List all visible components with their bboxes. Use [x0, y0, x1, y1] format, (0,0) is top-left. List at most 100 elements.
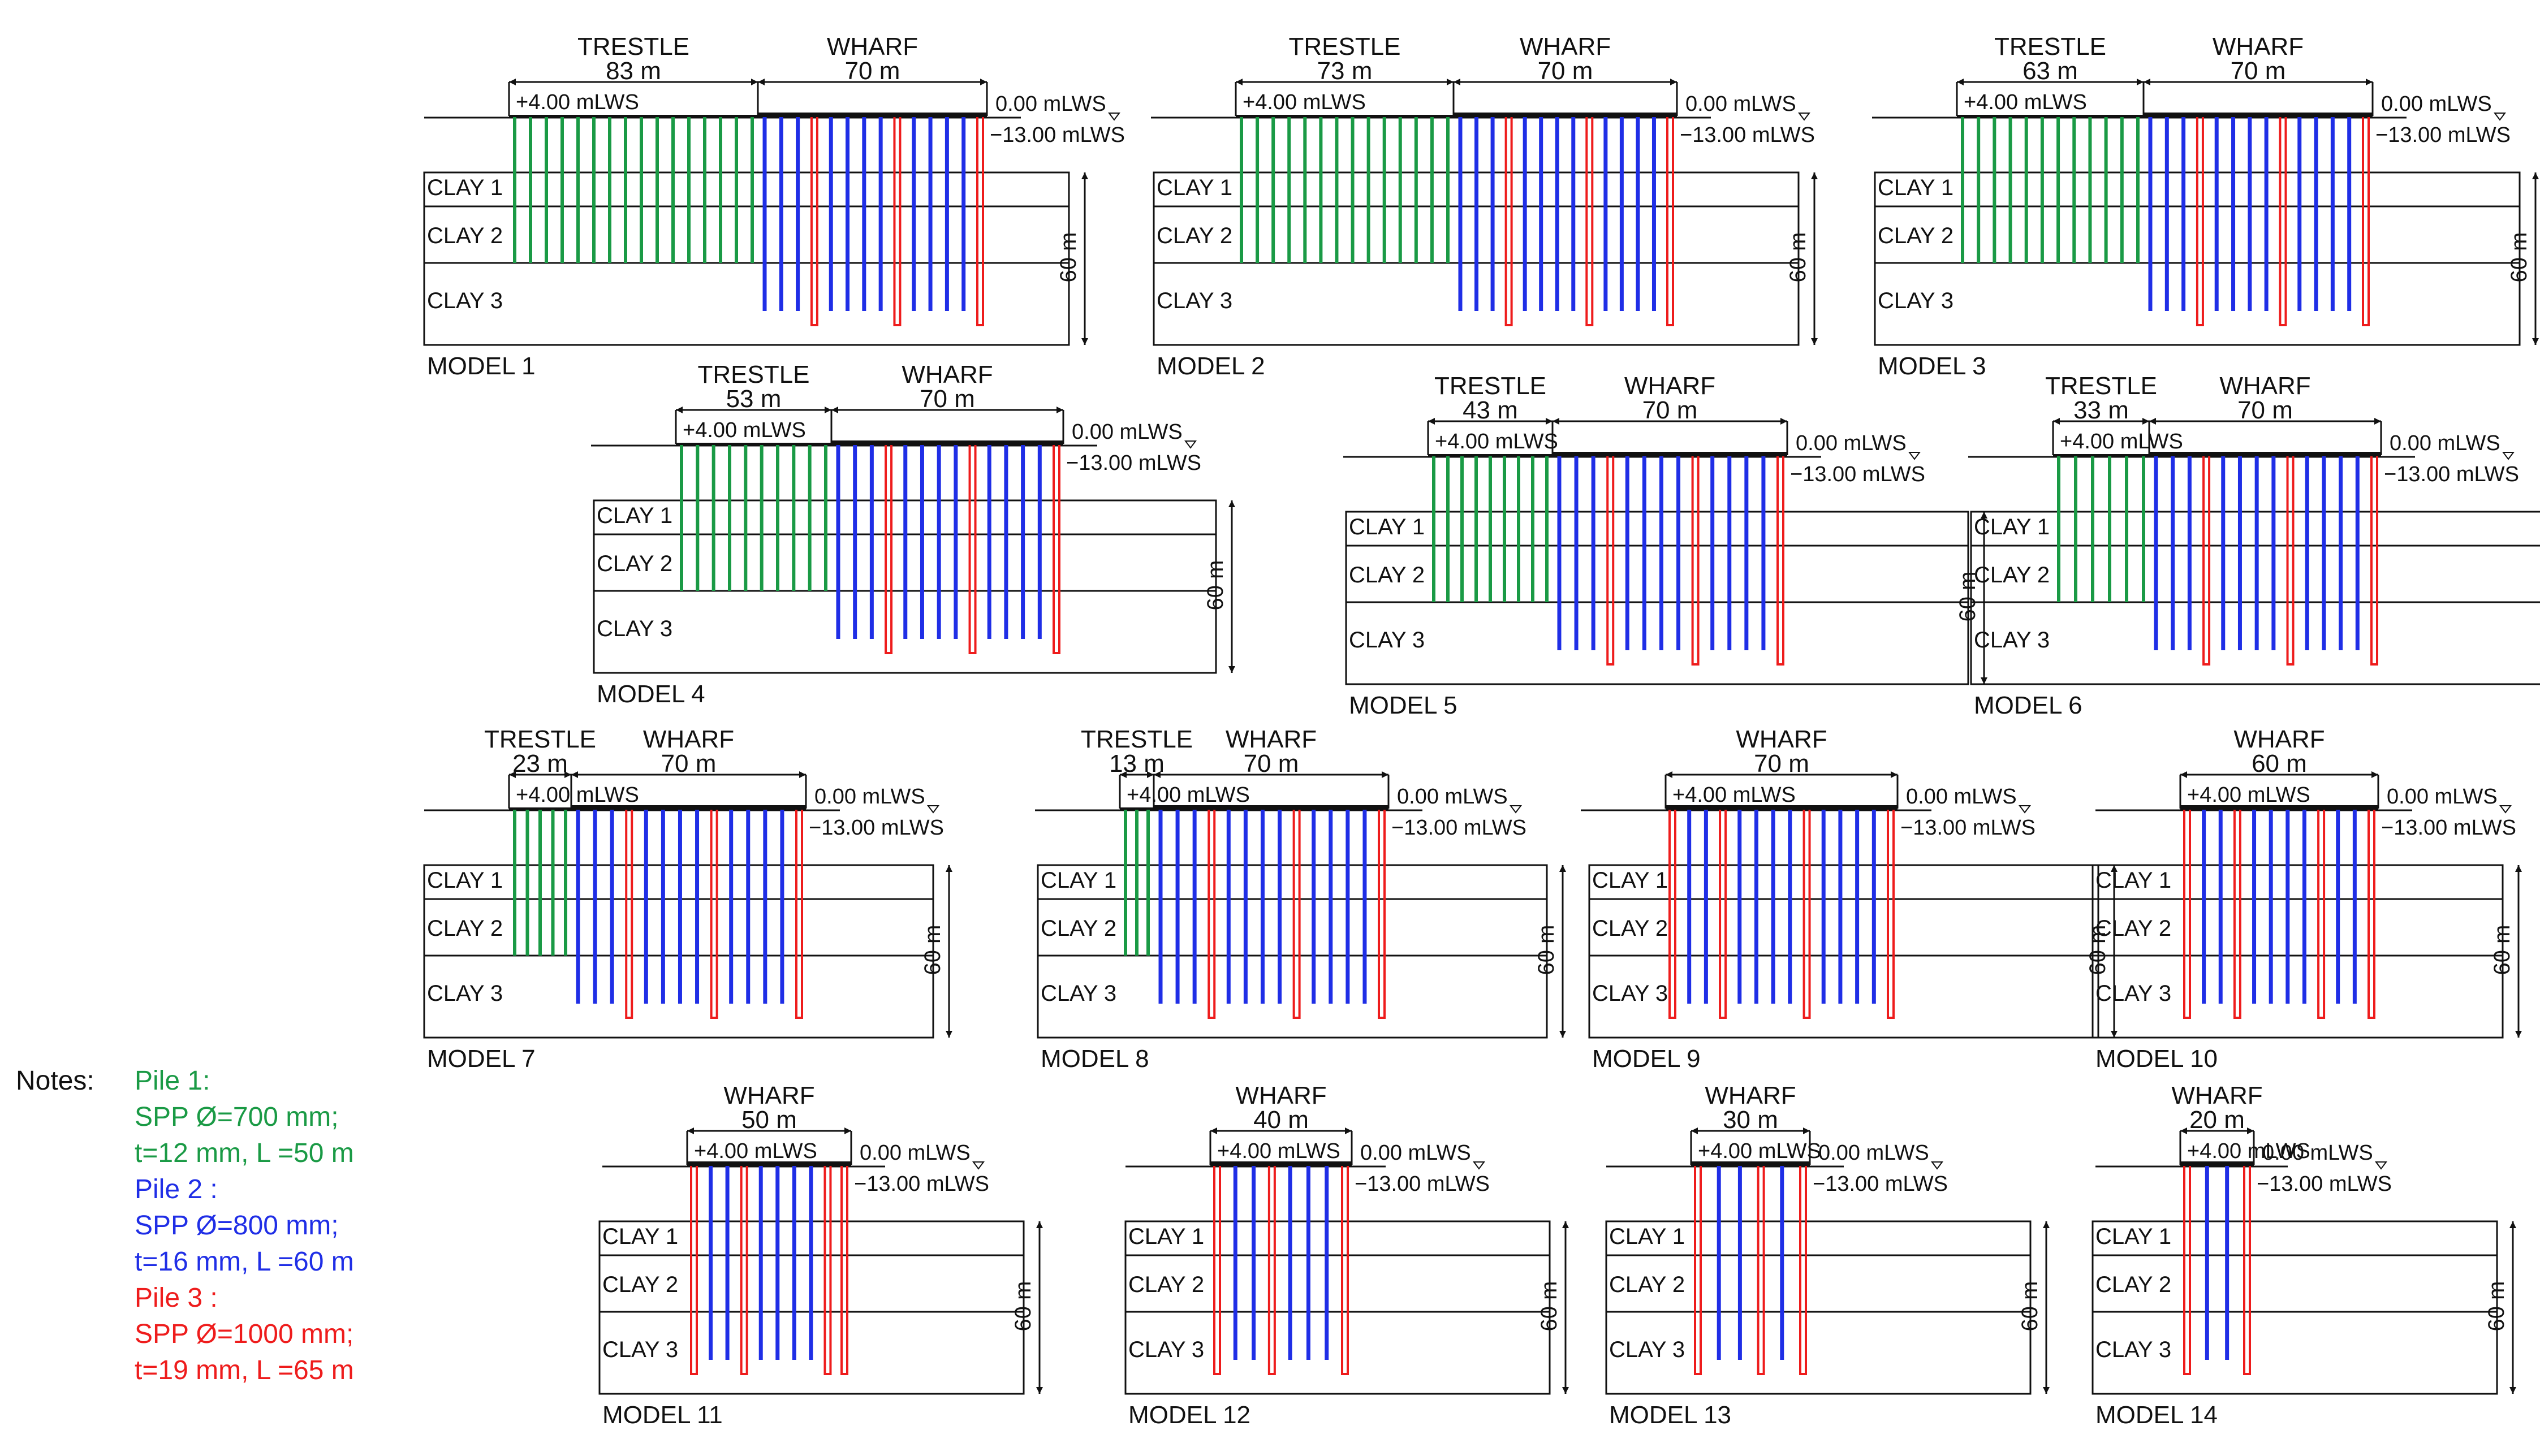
- dimension-arrow: [1236, 79, 1243, 85]
- pile-3-wharf: [1799, 1164, 1807, 1375]
- wharf-length: 70 m: [920, 385, 975, 413]
- wharf-piles: [1458, 115, 1674, 326]
- dimension-arrow: [751, 79, 758, 85]
- dimension-arrow: [2247, 1127, 2254, 1134]
- water-level-marker: [1908, 452, 1921, 460]
- dimension-arrow: [1891, 771, 1898, 778]
- dimension-arrow: [1210, 1127, 1217, 1134]
- dimension-arrow: [1428, 418, 1435, 425]
- trestle-piles: [1124, 809, 1150, 956]
- water-level-label: 0.00 mLWS: [1906, 785, 2017, 809]
- clay-1-label: CLAY 1: [1349, 515, 1425, 539]
- wharf-length: 50 m: [741, 1106, 797, 1134]
- depth-arrow-bottom: [946, 1031, 952, 1038]
- depth-label: 60 m: [2484, 1281, 2509, 1332]
- soil-box: [1124, 1220, 1551, 1395]
- soil-box: [1037, 864, 1548, 1039]
- wharf-piles: [1158, 807, 1386, 1019]
- clay-2-label: CLAY 2: [597, 551, 672, 576]
- pile-3-wharf: [625, 807, 633, 1019]
- depth-arrow-top: [1562, 1221, 1569, 1228]
- wharf-deck: [2180, 805, 2378, 810]
- wharf-title: WHARF: [1226, 725, 1317, 753]
- pile-3-wharf: [2367, 807, 2375, 1019]
- pile-3-wharf: [1666, 115, 1674, 326]
- clay-3-label: CLAY 3: [1041, 981, 1116, 1006]
- dimension-arrow: [1345, 1127, 1352, 1134]
- trestle-piles: [513, 809, 567, 956]
- dimension-arrow: [1447, 79, 1454, 85]
- pile-3-wharf: [2362, 115, 2370, 326]
- soil-box: [2091, 1220, 2498, 1395]
- wharf-title: WHARF: [1520, 33, 1611, 61]
- clay-3-label: CLAY 3: [1878, 288, 1953, 313]
- deck-level-label: +4.00 mLWS: [1217, 1139, 1340, 1163]
- clay-2-label: CLAY 2: [1041, 916, 1116, 941]
- deck-level-label: +4.00 mLWS: [1243, 90, 1366, 114]
- clay-3-label: CLAY 3: [597, 616, 672, 641]
- dimension-arrow: [1382, 771, 1388, 778]
- pile-3-wharf: [1292, 807, 1301, 1019]
- pile-3-spec: SPP Ø=1000 mm;: [135, 1319, 354, 1349]
- water-level-marker: [1184, 440, 1197, 449]
- pile-2-title: Pile 2 :: [135, 1174, 218, 1204]
- dimension-arrow: [1670, 79, 1677, 85]
- soil-box: [1970, 511, 2540, 685]
- clay-3-label: CLAY 3: [1974, 628, 2050, 653]
- depth-arrow-bottom: [2509, 1387, 2516, 1394]
- depth-label: 60 m: [1786, 232, 1810, 283]
- trestle-length: 13 m: [1109, 750, 1165, 777]
- pile-3-wharf: [840, 1164, 848, 1375]
- pile-3-wharf: [2233, 807, 2241, 1019]
- deck-level-label: +4.00 mLWS: [683, 418, 806, 442]
- wharf-piles: [1694, 1164, 1807, 1375]
- trestle-piles: [1240, 116, 1450, 263]
- clay-1-label: CLAY 1: [1878, 175, 1953, 200]
- wharf-deck: [1553, 452, 1787, 456]
- pile-3-wharf: [2370, 454, 2378, 666]
- seabed-level-label: −13.00 mLWS: [1391, 816, 1526, 840]
- trestle-title: TRESTLE: [484, 725, 596, 753]
- dimension-arrow: [825, 407, 831, 413]
- water-level-marker: [2494, 113, 2506, 121]
- depth-label: 60 m: [1534, 925, 1559, 975]
- deck-level-label: +4.00 mLWS: [1964, 90, 2087, 114]
- pile-3-wharf: [1802, 807, 1811, 1019]
- wharf-deck: [1691, 1161, 1810, 1166]
- dimension-arrow: [1120, 771, 1127, 778]
- pile-3-wharf: [795, 807, 803, 1019]
- pile-3-wharf: [1694, 1164, 1702, 1375]
- wharf-length: 70 m: [2237, 396, 2293, 424]
- depth-arrow-top: [2532, 172, 2539, 179]
- model-name: MODEL 5: [1349, 692, 1457, 719]
- model-name: MODEL 12: [1128, 1401, 1250, 1429]
- wharf-piles: [762, 115, 984, 326]
- water-level-label: 0.00 mLWS: [1818, 1141, 1929, 1165]
- dimension-arrow: [564, 771, 571, 778]
- soil-box: [1345, 511, 1969, 685]
- dimension-arrow: [1691, 1127, 1698, 1134]
- model-name: MODEL 9: [1592, 1045, 1701, 1073]
- depth-label: 60 m: [1203, 560, 1228, 611]
- trestle-length: 83 m: [606, 57, 661, 85]
- seabed-level-label: −13.00 mLWS: [2384, 463, 2519, 486]
- water-level-marker: [2375, 1161, 2387, 1170]
- depth-arrow-top: [2043, 1221, 2050, 1228]
- dimension-arrow: [2142, 418, 2149, 425]
- trestle-title: TRESTLE: [697, 361, 809, 388]
- wharf-length: 70 m: [2231, 57, 2286, 85]
- model-name: MODEL 8: [1041, 1045, 1149, 1073]
- pile-3-wharf: [1668, 807, 1676, 1019]
- deck-level-label: +4.00 mLWS: [2060, 430, 2183, 453]
